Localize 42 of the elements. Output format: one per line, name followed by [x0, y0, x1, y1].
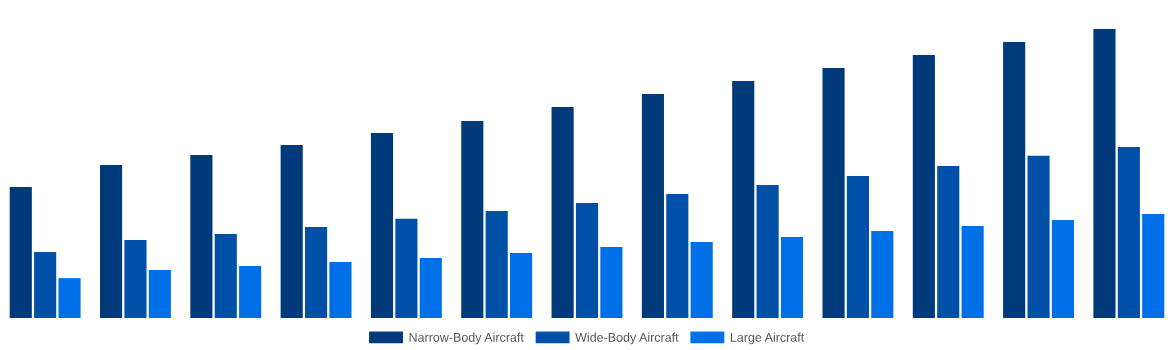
- bar: [1051, 220, 1074, 318]
- legend-label: Narrow-Body Aircraft: [409, 332, 524, 345]
- bar: [419, 257, 442, 318]
- bar: [551, 107, 574, 318]
- bar: [461, 120, 484, 318]
- bar: [485, 211, 508, 318]
- bar: [370, 133, 394, 318]
- bar: [9, 187, 32, 318]
- bar: [58, 278, 81, 318]
- bar: [395, 218, 418, 318]
- bar: [510, 252, 533, 318]
- bar: [1117, 146, 1140, 318]
- bar: [100, 165, 123, 318]
- bar: [280, 144, 303, 318]
- legend-label: Wide-Body Aircraft: [575, 332, 679, 345]
- bar: [239, 265, 262, 318]
- bar: [732, 81, 755, 318]
- bar: [329, 261, 352, 318]
- bar: [780, 237, 804, 318]
- bar: [822, 68, 845, 318]
- bar: [34, 252, 57, 318]
- bar: [871, 231, 894, 318]
- bar: [641, 94, 664, 318]
- bar: [305, 226, 328, 318]
- bar: [756, 185, 779, 318]
- bar: [961, 226, 984, 318]
- bar: [1093, 29, 1116, 318]
- bar: [190, 155, 213, 318]
- bar: [912, 55, 935, 318]
- bar: [846, 176, 869, 318]
- bar: [600, 246, 623, 318]
- bar: [937, 165, 960, 318]
- bar: [1027, 155, 1050, 318]
- bar: [1142, 213, 1165, 318]
- legend-label: Large Aircraft: [730, 332, 805, 345]
- bar: [666, 194, 689, 318]
- bar: [575, 202, 599, 318]
- bar: [148, 270, 171, 318]
- bar: [1003, 42, 1026, 318]
- bar: [124, 239, 147, 318]
- bar: [690, 241, 713, 318]
- bar: [214, 233, 237, 318]
